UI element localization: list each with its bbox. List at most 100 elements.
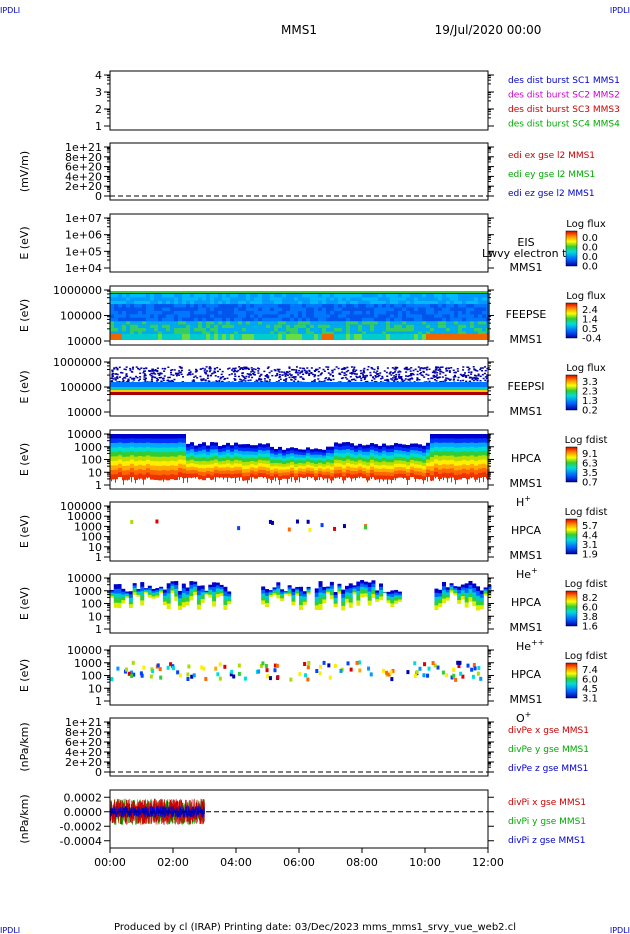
heatmap-cell — [466, 307, 470, 312]
heatmap-cell — [162, 314, 166, 318]
heatmap-cell — [326, 311, 330, 315]
heatmap-cell — [414, 304, 418, 308]
heatmap-dot — [404, 378, 407, 380]
heatmap-spike — [299, 476, 300, 483]
heatmap-cell — [386, 468, 390, 473]
heatmap-cell — [478, 459, 482, 465]
heatmap-cell — [274, 331, 278, 335]
heatmap-cell — [334, 311, 338, 315]
heatmap-cell — [427, 666, 431, 671]
heatmap-cell — [302, 328, 306, 332]
heatmap-cell — [302, 331, 306, 335]
heatmap-cell — [479, 601, 484, 606]
heatmap-cell — [462, 304, 466, 308]
heatmap-dot — [247, 379, 250, 382]
heatmap-cell — [333, 597, 338, 602]
heatmap-cell — [362, 321, 366, 325]
heatmap-dot — [291, 376, 294, 379]
heatmap-cell — [363, 581, 368, 586]
heatmap-cell — [142, 297, 146, 301]
heatmap-dot — [457, 370, 460, 372]
heatmap-dot — [111, 374, 114, 376]
heatmap-dot — [179, 367, 182, 369]
heatmap-cell — [186, 304, 190, 308]
heatmap-cell — [445, 594, 450, 599]
x-tick-label: 12:00 — [472, 856, 504, 869]
heatmap-cell — [250, 328, 254, 332]
heatmap-cell — [144, 588, 149, 590]
heatmap-cell — [182, 438, 186, 444]
y-axis-label: E (eV) — [18, 659, 31, 692]
heatmap-cell — [341, 593, 346, 599]
heatmap-cell — [378, 334, 382, 340]
heatmap-cell — [295, 591, 300, 594]
heatmap-dot — [299, 367, 302, 369]
heatmap-cell — [222, 304, 226, 308]
heatmap-cell — [254, 451, 258, 456]
heatmap-cell — [362, 307, 366, 312]
heatmap-cell — [290, 461, 294, 466]
heatmap-dot — [130, 370, 133, 373]
heatmap-cell — [280, 589, 285, 593]
heatmap-cell — [134, 314, 138, 318]
heatmap-dot — [299, 376, 302, 378]
heatmap-dot — [396, 378, 399, 380]
heatmap-cell — [406, 475, 410, 480]
heatmap-cell — [422, 321, 426, 325]
heatmap-cell — [154, 307, 158, 312]
heatmap-spike — [371, 476, 372, 480]
heatmap-dot — [369, 371, 372, 374]
species-label: O+ — [516, 710, 531, 725]
heatmap-dot — [479, 368, 482, 371]
heatmap-cell — [242, 469, 246, 474]
heatmap-cell — [479, 676, 483, 681]
heatmap-cell — [454, 456, 458, 462]
heatmap-cell — [230, 300, 234, 305]
heatmap-cell — [350, 450, 354, 455]
heatmap-cell — [170, 583, 175, 587]
heatmap-cell — [174, 596, 179, 601]
heatmap-cell — [356, 600, 361, 606]
heatmap-cell — [322, 297, 326, 301]
heatmap-cell — [322, 660, 326, 665]
heatmap-cell — [350, 474, 354, 479]
heatmap-cell — [212, 591, 217, 598]
heatmap-cell — [378, 449, 382, 454]
heatmap-cell — [334, 297, 338, 301]
heatmap-cell — [294, 294, 298, 298]
heatmap-cell — [158, 331, 162, 335]
colorbar-title: Log fdist — [565, 435, 608, 446]
heatmap-cell — [262, 297, 266, 301]
heatmap-cell — [302, 474, 306, 478]
heatmap-dot — [346, 378, 349, 380]
heatmap-cell — [354, 451, 358, 456]
heatmap-dot — [466, 366, 469, 368]
y-tick-label: 2e+20 — [65, 756, 102, 769]
heatmap-cell — [426, 297, 430, 301]
heatmap-cell — [118, 314, 122, 318]
y-tick-label: 4 — [95, 69, 102, 82]
heatmap-cell — [334, 331, 338, 335]
heatmap-cell — [262, 463, 266, 468]
heatmap-cell — [350, 460, 354, 465]
heatmap-cell — [354, 334, 358, 340]
heatmap-cell — [126, 443, 130, 449]
heatmap-cell — [318, 462, 322, 467]
heatmap-cell — [274, 314, 278, 318]
heatmap-cell — [110, 465, 114, 471]
heatmap-cell — [422, 459, 426, 464]
heatmap-cell — [410, 321, 414, 325]
heatmap-cell — [166, 324, 170, 329]
heatmap-cell — [206, 458, 210, 462]
heatmap-dot — [236, 370, 239, 373]
heatmap-cell — [226, 463, 230, 468]
heatmap-spike — [315, 479, 316, 482]
heatmap-dot — [151, 368, 154, 371]
heatmap-dot — [366, 368, 369, 371]
heatmap-cell — [174, 447, 178, 453]
heatmap-cell — [370, 449, 374, 454]
heatmap-cell — [458, 304, 462, 308]
heatmap-dot — [372, 376, 375, 379]
heatmap-dot — [207, 380, 210, 382]
heatmap-cell — [354, 328, 358, 332]
